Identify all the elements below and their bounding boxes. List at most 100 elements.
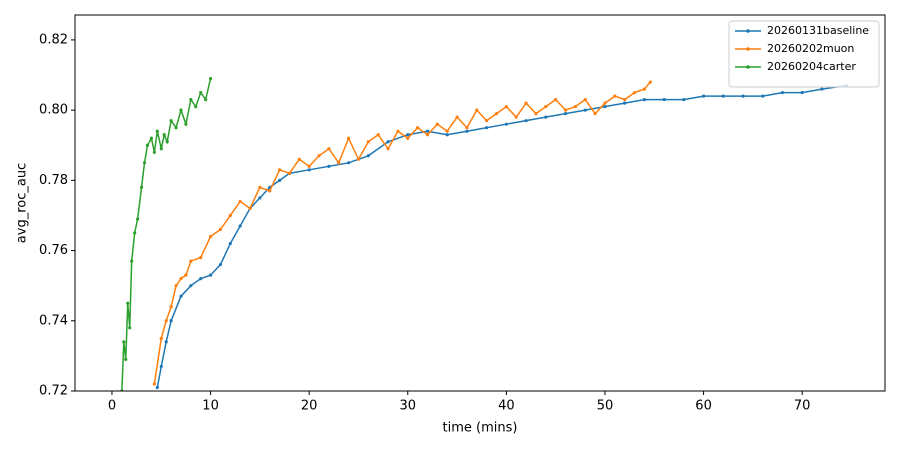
point [613,94,617,98]
point [485,119,489,123]
point [347,161,351,165]
point [573,105,577,109]
point [524,101,528,105]
point [164,319,168,323]
y-axis-label: avg_roc_auc [15,163,30,243]
point [524,119,528,123]
point [155,129,159,133]
point [445,129,449,133]
point [544,115,548,119]
point [583,98,587,102]
point [386,140,390,144]
point [648,80,652,84]
series-line [121,78,212,391]
point [179,294,183,298]
point [136,217,140,221]
point [189,284,193,288]
point [317,154,321,158]
point [642,87,647,91]
point [159,364,163,369]
point [445,133,449,137]
point [475,108,479,112]
point [258,196,262,200]
point [208,234,213,239]
point [820,87,824,91]
y-tick-label: 0.78 [39,173,68,188]
point [563,112,568,116]
point [184,273,188,277]
x-tick-label: 30 [400,399,417,414]
y-tick-label: 0.80 [39,103,68,118]
point [780,90,785,95]
point [238,224,242,228]
point [277,178,282,182]
point [287,171,292,175]
point [152,382,156,386]
legend-marker [746,65,750,69]
point [218,263,223,267]
point [159,336,163,340]
point [174,126,178,130]
point [155,385,159,390]
legend-marker [746,47,750,51]
point [204,98,208,102]
point [662,98,666,102]
x-axis-label: time (mins) [443,421,518,436]
point [425,129,430,133]
point [554,98,558,102]
point [130,259,134,263]
plot-area [120,76,849,391]
point [128,326,132,330]
point [406,136,410,140]
point [603,105,607,109]
point [208,273,213,277]
point [356,157,361,161]
point [277,168,282,172]
legend-label: 20260204carter [767,60,856,73]
point [152,150,156,154]
y-tick-label: 0.72 [39,384,68,399]
point [307,168,311,172]
legend-marker [746,29,750,33]
point [623,101,627,105]
x-tick-label: 20 [301,399,318,414]
point [179,277,183,281]
point [701,94,706,98]
point [199,277,203,281]
point [194,105,198,109]
point [199,255,203,260]
point [169,119,173,123]
point [164,340,168,344]
point [593,112,597,116]
point [297,157,301,161]
point [396,129,400,133]
point [189,98,193,102]
legend: 20260131baseline 20260202muon 20260204cart… [728,20,880,88]
point [248,206,252,211]
point [218,227,223,232]
point [366,154,370,158]
point [465,126,469,130]
point [386,147,390,151]
point [406,133,410,137]
point [534,112,538,116]
point [376,133,380,137]
point [258,185,262,189]
point [126,301,130,305]
point [455,115,459,119]
legend-label: 20260131baseline [767,24,869,37]
x-tick-label: 70 [794,399,811,414]
point [623,98,627,102]
point [162,133,166,137]
point [563,108,568,112]
point [485,126,489,130]
y-tick-label: 0.82 [39,32,68,47]
point [189,259,193,263]
point [133,231,137,235]
point [208,76,213,81]
x-tick-label: 50 [597,399,614,414]
point [721,94,725,98]
point [642,98,647,102]
x-tick-label: 10 [202,399,219,414]
point [139,185,144,189]
